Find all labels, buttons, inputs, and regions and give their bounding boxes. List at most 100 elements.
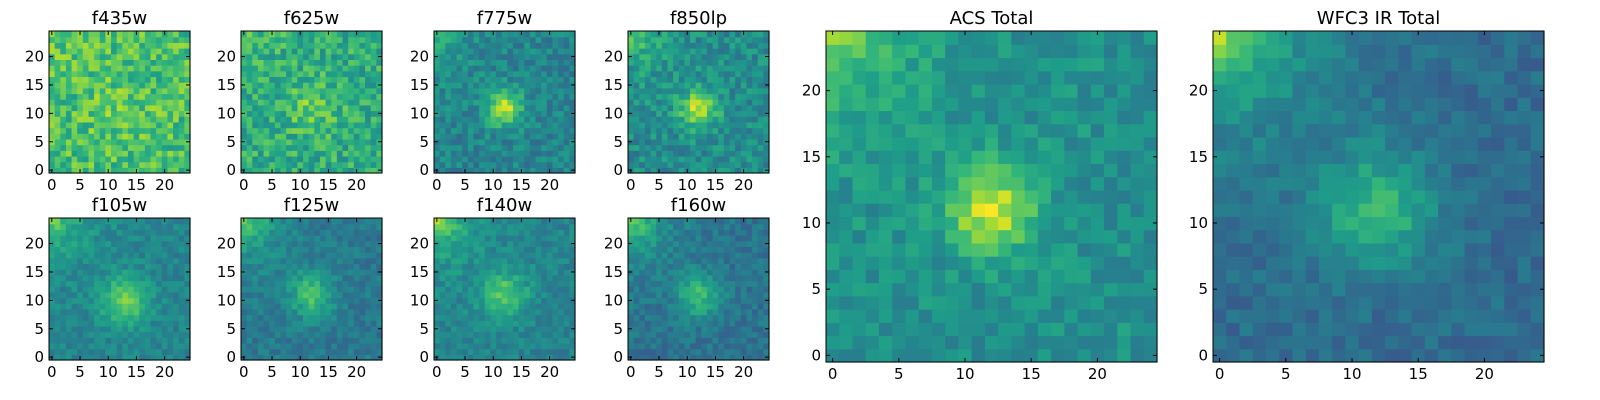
- heatmap-cell: [1024, 256, 1039, 270]
- heatmap-cell: [127, 144, 135, 151]
- heatmap-cell: [370, 252, 377, 259]
- heatmap-cell: [308, 150, 315, 157]
- heatmap-cell: [701, 31, 708, 38]
- heatmap-cell: [644, 70, 652, 78]
- heatmap-cell: [348, 252, 355, 259]
- heatmap-cell: [342, 348, 349, 355]
- heatmap-cell: [473, 297, 480, 304]
- heatmap-cell: [274, 308, 282, 316]
- heatmap-cell: [133, 104, 140, 112]
- heatmap-cell: [633, 76, 640, 83]
- heatmap-cell: [757, 42, 764, 49]
- heatmap-cell: [269, 269, 276, 276]
- heatmap-cell: [878, 44, 893, 59]
- heatmap-cell: [286, 342, 293, 350]
- heatmap-cell: [661, 36, 669, 43]
- heatmap-cell: [735, 150, 742, 157]
- heatmap-cell: [173, 303, 180, 310]
- heatmap-cell: [456, 286, 463, 293]
- heatmap-cell: [729, 121, 736, 129]
- heatmap-cell: [558, 42, 565, 49]
- heatmap-cell: [241, 99, 248, 106]
- heatmap-cell: [150, 337, 157, 344]
- heatmap-cell: [348, 297, 355, 304]
- heatmap-cell: [558, 121, 565, 129]
- heatmap-cell: [139, 31, 146, 38]
- heatmap-cell: [314, 252, 321, 259]
- heatmap-cell: [1064, 110, 1079, 125]
- heatmap-cell: [88, 337, 95, 344]
- heatmap-cell: [150, 263, 157, 270]
- heatmap-cell: [695, 121, 702, 129]
- heatmap-cell: [931, 176, 946, 191]
- heatmap-cell: [490, 291, 497, 299]
- heatmap-cell: [695, 133, 702, 140]
- heatmap-cell: [111, 337, 118, 344]
- heatmap-cell: [144, 269, 152, 276]
- heatmap-cell: [434, 280, 441, 287]
- heatmap-cell: [359, 286, 366, 293]
- heatmap-cell: [156, 93, 163, 100]
- heatmap-cell: [348, 138, 355, 146]
- heatmap-cell: [274, 331, 282, 338]
- heatmap-cell: [552, 36, 559, 43]
- heatmap-cell: [353, 280, 361, 287]
- heatmap-cell: [314, 342, 321, 350]
- heatmap-cell: [512, 150, 520, 157]
- heatmap-cell: [342, 121, 349, 129]
- heatmap-cell: [291, 161, 298, 168]
- heatmap-cell: [1090, 256, 1105, 270]
- heatmap-cell: [82, 342, 90, 350]
- heatmap-cell: [462, 53, 469, 60]
- heatmap-cell: [690, 138, 697, 146]
- heatmap-cell: [718, 36, 725, 43]
- heatmap-cell: [139, 280, 146, 287]
- heatmap-cell: [918, 282, 933, 297]
- heatmap-cell: [563, 116, 570, 123]
- heatmap-cell: [729, 65, 736, 72]
- heatmap-cell: [184, 348, 191, 355]
- heatmap-cell: [336, 48, 344, 55]
- heatmap-cell: [746, 138, 753, 146]
- heatmap-cell: [150, 116, 157, 123]
- heatmap-cell: [552, 116, 559, 123]
- heatmap-cell: [723, 42, 731, 49]
- heatmap-cell: [359, 65, 366, 72]
- heatmap-cell: [71, 308, 78, 316]
- heatmap-cell: [496, 116, 503, 123]
- heatmap-cell: [718, 167, 725, 174]
- heatmap-cell: [945, 269, 959, 284]
- heatmap-cell: [434, 36, 441, 43]
- heatmap-cell: [297, 150, 304, 157]
- heatmap-cell: [376, 342, 383, 350]
- heatmap-cell: [439, 167, 446, 174]
- heatmap-cell: [644, 127, 652, 134]
- heatmap-cell: [958, 203, 973, 217]
- heatmap-cell: [852, 44, 867, 59]
- heatmap-cell: [918, 216, 933, 231]
- heatmap-cell: [1051, 57, 1065, 72]
- heatmap-cell: [479, 342, 486, 350]
- heatmap-cell: [826, 123, 840, 138]
- heatmap-cell: [314, 229, 321, 236]
- heatmap-cell: [1117, 150, 1132, 164]
- heatmap-cell: [269, 308, 276, 316]
- heatmap-cell: [1011, 123, 1026, 138]
- heatmap-cell: [263, 240, 270, 247]
- heatmap-cell: [342, 269, 349, 276]
- heatmap-cell: [263, 121, 270, 129]
- heatmap-cell: [308, 53, 315, 60]
- heatmap-cell: [286, 246, 293, 253]
- heatmap-cell: [740, 53, 748, 60]
- heatmap-cell: [473, 320, 480, 327]
- heatmap-cell: [434, 104, 441, 112]
- heatmap-cell: [1130, 203, 1145, 217]
- heatmap-cell: [49, 93, 56, 100]
- heatmap-cell: [173, 223, 180, 230]
- heatmap-cell: [60, 65, 67, 72]
- heatmap-cell: [319, 274, 327, 282]
- heatmap-cell: [263, 48, 270, 55]
- heatmap-cell: [501, 76, 508, 83]
- heatmap-cell: [490, 348, 497, 355]
- heatmap-cell: [116, 257, 123, 265]
